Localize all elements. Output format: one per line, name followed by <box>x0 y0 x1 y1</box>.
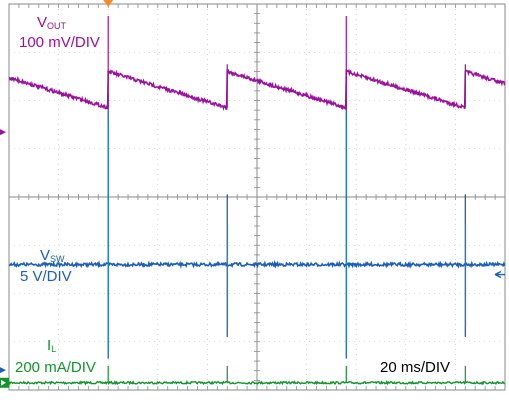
graticule <box>8 3 506 391</box>
vout-label-sub: OUT <box>47 21 67 31</box>
il-label-main: I <box>47 337 51 354</box>
vout-trace <box>8 68 506 111</box>
vout-scale-label: 100 mV/DIV <box>19 34 100 51</box>
timebase-label: 20 ms/DIV <box>380 359 450 376</box>
vsw-scale-label: 5 V/DIV <box>20 268 72 285</box>
vsw-label-sub: SW <box>50 254 65 264</box>
vsw-right-arrow-icon <box>494 270 505 279</box>
vsw-trace <box>8 259 506 270</box>
il-channel-marker-arrow-icon <box>1 379 6 386</box>
vsw-label-main: V <box>40 247 50 264</box>
trigger-marker-icon <box>103 0 114 7</box>
vout-channel-marker-icon <box>0 129 6 136</box>
vsw-label: VSW <box>40 247 65 264</box>
vout-label: VOUT <box>37 14 67 31</box>
waveform-traces <box>8 16 506 386</box>
vout-label-main: V <box>37 14 47 31</box>
il-trace <box>8 379 506 386</box>
il-scale-label: 200 mA/DIV <box>15 359 96 376</box>
channel-markers <box>0 0 505 388</box>
il-label-sub: L <box>51 344 56 354</box>
vsw-channel-marker-icon <box>0 367 6 374</box>
il-label: IL <box>47 337 56 354</box>
